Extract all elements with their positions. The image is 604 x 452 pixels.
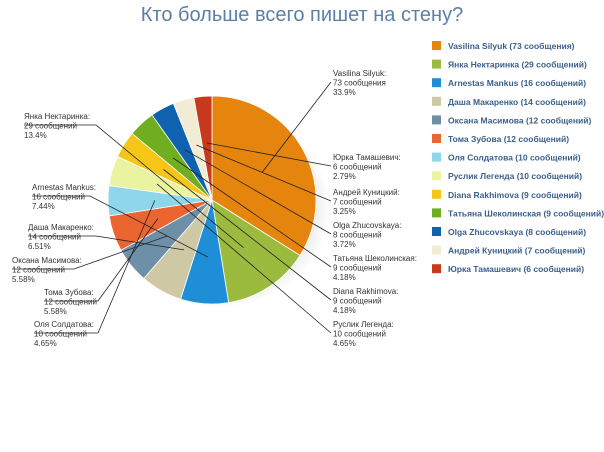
leader-line (206, 142, 332, 167)
legend-swatch (432, 245, 441, 255)
legend-swatch (432, 78, 441, 88)
leader-line (24, 124, 244, 249)
legend-entry: Руслик Легенда (10 сообщений) (448, 171, 582, 181)
legend-entry: Olga Zhucovskaya (8 сообщений) (448, 227, 586, 237)
legend-entry: Vasilina Silyuk (73 сообщения) (448, 41, 575, 51)
slice-label: Vasilina Silyuk: 73 сообщения 33.9% (333, 69, 386, 97)
legend-swatch (432, 208, 441, 218)
legend-entry: Arnestas Mankus (16 сообщений) (448, 78, 586, 88)
legend: Vasilina Silyuk (73 сообщения) Янка Некта… (432, 41, 604, 274)
legend-entry: Андрей Куницкий (7 сообщений) (448, 246, 586, 256)
legend-entry: Янка Нектаринка (29 сообщений) (448, 60, 587, 70)
slice-label: Arnestas Mankus: 16 сообщений 7.44% (32, 183, 96, 211)
legend-swatch (432, 264, 441, 274)
leader-lines (12, 81, 332, 334)
leader-line (184, 149, 332, 235)
slice-label: Руслик Легенда: 10 сообщений 4.65% (333, 320, 394, 348)
slice-label: Оля Солдатова: 10 сообщений 4.65% (34, 320, 94, 348)
slice-label: Юрка Тамашевич: 6 сообщений 2.79% (333, 153, 401, 181)
pie-slices (107, 95, 317, 305)
chart-title: Кто больше всего пишет на стену? (140, 4, 464, 26)
slice-label: Даша Макаренко: 14 сообщений 6.51% (28, 223, 94, 251)
leader-line (28, 235, 185, 251)
legend-swatch (432, 152, 441, 162)
legend-entry: Тома Зубова (12 сообщений) (448, 134, 569, 144)
slice-label: Diana Rakhimova: 9 сообщений 4.18% (333, 287, 398, 315)
slice-label: Янка Нектаринка: 29 сообщений 13.4% (24, 112, 90, 140)
legend-entry: Даша Макаренко (14 сообщений) (448, 97, 586, 107)
legend-swatch (432, 227, 441, 236)
legend-swatch (432, 171, 441, 181)
leader-line (172, 157, 332, 268)
slice-label: Тома Зубова: 12 сообщений 5.58% (44, 288, 97, 316)
leader-line (156, 183, 332, 334)
leader-line (12, 235, 168, 270)
legend-swatch (432, 115, 441, 125)
legend-entry: Оксана Масимова (12 сообщений) (448, 115, 591, 125)
legend-entry: Diana Rakhimova (9 сообщений) (448, 190, 582, 200)
leader-line (261, 81, 332, 173)
slice-label: Андрей Куницкий: 7 сообщений 3.25% (333, 188, 400, 216)
leader-line (44, 218, 159, 302)
slice-label: Olga Zhucovskaya: 8 сообщений 3.72% (333, 221, 401, 249)
leader-line (34, 200, 156, 334)
legend-entry: Юрка Тамашевич (6 сообщений) (448, 264, 584, 274)
legend-swatch (432, 134, 441, 143)
slice-label: Оксана Масимова: 12 сообщений 5.58% (12, 256, 82, 284)
legend-swatch (432, 96, 441, 106)
legend-entry: Татьяна Шеколинская (9 сообщений) (448, 208, 604, 218)
slice-labels: Vasilina Silyuk: 73 сообщения 33.9% Янка Не… (12, 69, 417, 348)
legend-swatch (432, 59, 441, 69)
legend-entry: Оля Солдатова (10 сообщений) (448, 153, 581, 163)
leader-line (32, 195, 208, 258)
slice-label: Татьяна Шеколинская: 9 сообщений 4.18% (333, 254, 417, 282)
legend-swatch (432, 41, 441, 50)
leader-line (163, 169, 332, 301)
legend-swatch (432, 189, 441, 199)
slice-2 (211, 199, 301, 304)
leader-line (196, 144, 332, 202)
